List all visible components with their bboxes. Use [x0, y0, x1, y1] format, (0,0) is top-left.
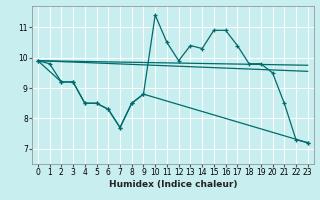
X-axis label: Humidex (Indice chaleur): Humidex (Indice chaleur): [108, 180, 237, 189]
